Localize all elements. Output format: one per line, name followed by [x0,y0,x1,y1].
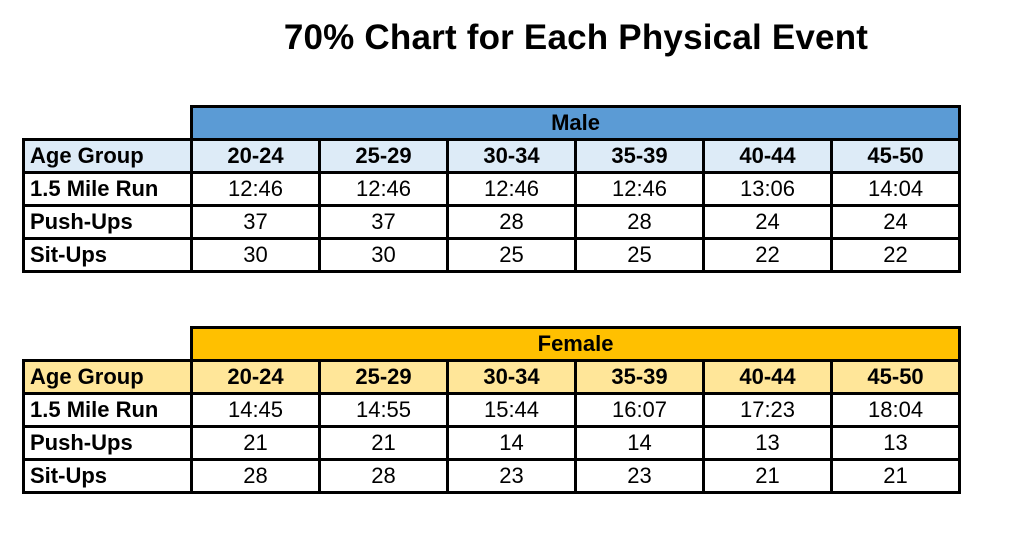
row-label: Push-Ups [22,204,193,240]
age-group-row: Age Group 20-24 25-29 30-34 35-39 40-44 … [22,138,962,174]
value-cell: 28 [190,458,321,494]
value-cell: 14:04 [829,171,962,207]
value-cell: 25 [574,237,705,273]
value-cell: 12:46 [574,171,705,207]
value-cell: 21 [318,425,449,461]
age-group-cell: 25-29 [318,138,449,174]
row-label: 1.5 Mile Run [22,392,193,428]
value-cell: 14 [446,425,577,461]
value-cell: 16:07 [574,392,705,428]
value-cell: 30 [190,237,321,273]
value-cell: 15:44 [446,392,577,428]
value-cell: 23 [446,458,577,494]
value-cell: 28 [318,458,449,494]
age-group-cell: 30-34 [446,138,577,174]
value-cell: 14 [574,425,705,461]
age-group-cell: 20-24 [190,138,321,174]
value-cell: 12:46 [190,171,321,207]
value-cell: 25 [446,237,577,273]
value-cell: 18:04 [829,392,962,428]
value-cell: 21 [829,458,962,494]
value-cell: 37 [318,204,449,240]
table-row-run: 1.5 Mile Run 14:45 14:55 15:44 16:07 17:… [22,392,962,428]
value-cell: 37 [190,204,321,240]
table-row-situps: Sit-Ups 28 28 23 23 21 21 [22,458,962,494]
age-group-cell: 30-34 [446,359,577,395]
age-group-cell: 35-39 [574,138,705,174]
value-cell: 17:23 [702,392,833,428]
value-cell: 24 [702,204,833,240]
male-standards-table: Male Age Group 20-24 25-29 30-34 35-39 4… [22,105,962,273]
age-group-cell: 20-24 [190,359,321,395]
value-cell: 28 [446,204,577,240]
page-title: 70% Chart for Each Physical Event [283,18,869,57]
age-group-cell: 35-39 [574,359,705,395]
value-cell: 28 [574,204,705,240]
value-cell: 13 [702,425,833,461]
value-cell: 12:46 [318,171,449,207]
age-group-cell: 45-50 [829,138,962,174]
value-cell: 21 [702,458,833,494]
value-cell: 21 [190,425,321,461]
age-group-cell: 25-29 [318,359,449,395]
gender-header-row: Male [23,105,962,141]
value-cell: 12:46 [446,171,577,207]
age-group-label: Age Group [22,359,193,395]
value-cell: 14:45 [190,392,321,428]
table-row-pushups: Push-Ups 21 21 14 14 13 13 [22,425,962,461]
value-cell: 14:55 [318,392,449,428]
value-cell: 13 [829,425,962,461]
age-group-cell: 40-44 [702,359,833,395]
value-cell: 22 [829,237,962,273]
value-cell: 24 [829,204,962,240]
gender-header-row: Female [23,326,962,362]
table-row-situps: Sit-Ups 30 30 25 25 22 22 [22,237,962,273]
value-cell: 23 [574,458,705,494]
age-group-cell: 45-50 [829,359,962,395]
row-label: 1.5 Mile Run [22,171,193,207]
table-row-run: 1.5 Mile Run 12:46 12:46 12:46 12:46 13:… [22,171,962,207]
value-cell: 30 [318,237,449,273]
row-label: Sit-Ups [22,237,193,273]
blank-corner-cell [23,327,193,362]
table-row-pushups: Push-Ups 37 37 28 28 24 24 [22,204,962,240]
row-label: Sit-Ups [22,458,193,494]
female-standards-table: Female Age Group 20-24 25-29 30-34 35-39… [22,326,962,494]
row-label: Push-Ups [22,425,193,461]
value-cell: 22 [702,237,833,273]
age-group-row: Age Group 20-24 25-29 30-34 35-39 40-44 … [22,359,962,395]
age-group-label: Age Group [22,138,193,174]
blank-corner-cell [23,106,193,141]
gender-header-male: Male [189,105,962,141]
value-cell: 13:06 [702,171,833,207]
age-group-cell: 40-44 [702,138,833,174]
gender-header-female: Female [189,326,962,362]
